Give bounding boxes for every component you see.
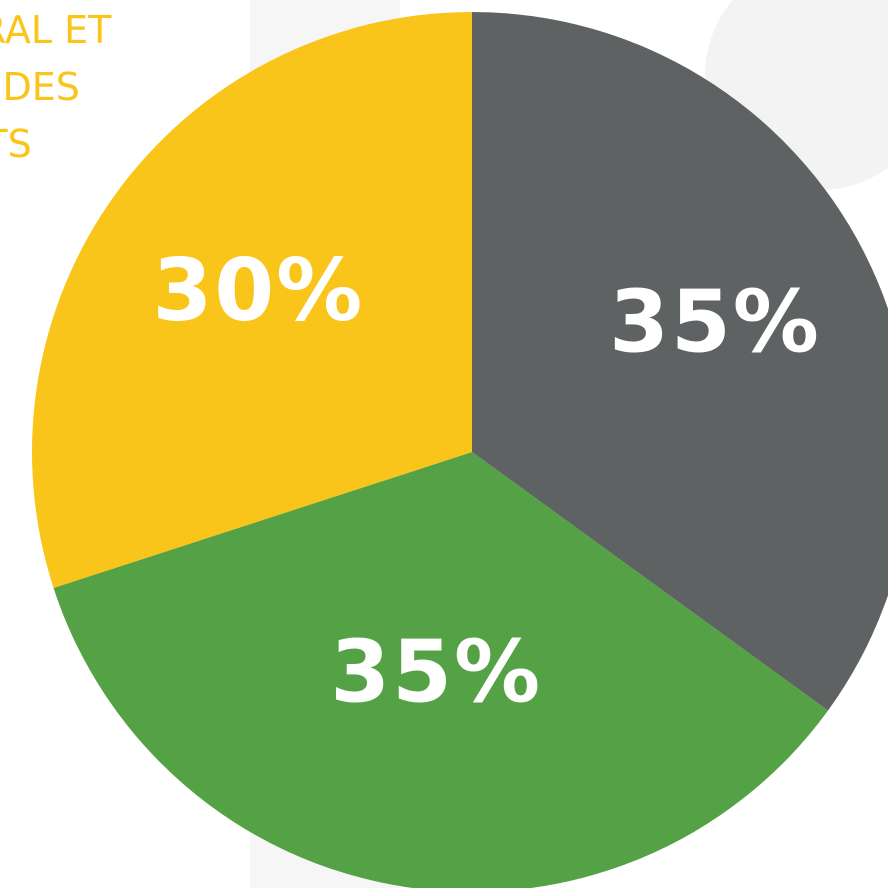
pie-slice-3 [31,12,472,588]
pie-slice-2 [53,452,828,888]
slice-label-3: 30% [152,241,364,341]
caption-text: ÉRAL ET IT DES NTS [0,2,176,173]
pie-slice-1 [472,12,888,711]
slice-label-2: 35% [330,622,542,722]
pie-slices [31,12,888,888]
caption-line-1: ÉRAL ET [0,8,112,52]
caption-line-2: IT DES [0,65,80,109]
slice-label-1: 35% [609,273,821,373]
caption-line-3: NTS [0,122,32,166]
pie-labels: 35% 35% 30% [152,241,821,722]
